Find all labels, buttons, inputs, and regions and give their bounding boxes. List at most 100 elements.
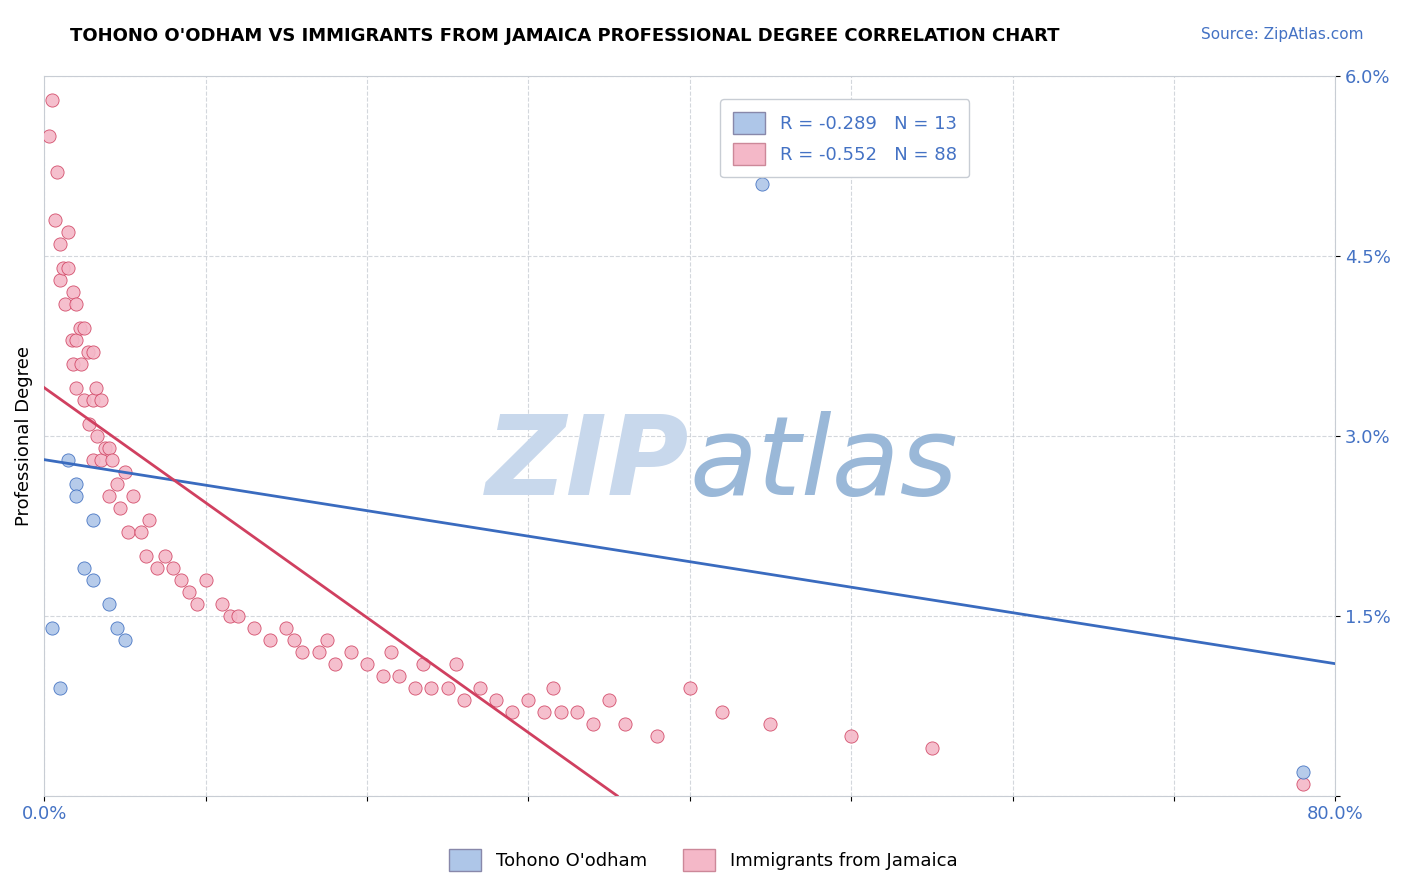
Point (259, 632, 281, 647)
Point (138, 513, 160, 527)
Point (122, 489, 145, 503)
Point (46, 164, 69, 178)
Point (65, 476, 87, 491)
Point (97, 597, 120, 611)
Point (751, 177, 773, 191)
Point (1292, 764, 1315, 779)
Point (565, 705, 588, 719)
Point (485, 692, 508, 706)
Point (308, 645, 330, 659)
Point (146, 560, 169, 574)
Point (94, 441, 117, 455)
Point (759, 716, 782, 731)
Point (153, 549, 176, 563)
Point (276, 621, 298, 635)
Point (517, 692, 540, 706)
Point (69, 320, 91, 334)
Point (73, 392, 96, 407)
Point (404, 681, 426, 695)
Point (179, 584, 201, 599)
Point (114, 632, 136, 647)
Point (186, 597, 208, 611)
Point (380, 645, 402, 659)
Point (541, 681, 564, 695)
Point (453, 692, 475, 706)
Point (679, 681, 702, 695)
Point (226, 608, 249, 623)
Point (420, 681, 443, 695)
Point (97, 489, 120, 503)
Point (65, 296, 87, 310)
Point (82, 513, 104, 527)
Point (162, 560, 184, 574)
Point (82, 573, 104, 587)
Point (86, 428, 108, 442)
Point (105, 621, 128, 635)
Point (82, 344, 104, 359)
Point (218, 608, 240, 623)
Text: atlas: atlas (690, 411, 959, 518)
Point (44, 212, 66, 227)
Point (598, 692, 620, 706)
Point (412, 657, 434, 671)
Point (1292, 777, 1315, 791)
Point (550, 705, 572, 719)
Point (58, 452, 80, 467)
Point (315, 632, 337, 647)
Point (101, 452, 124, 467)
Point (53, 296, 76, 310)
Point (501, 705, 523, 719)
Point (921, 740, 943, 755)
Point (339, 645, 361, 659)
Point (211, 597, 233, 611)
Y-axis label: Professional Degree: Professional Degree (15, 345, 32, 525)
Point (58, 260, 80, 275)
Point (356, 657, 378, 671)
Point (323, 657, 346, 671)
Point (65, 333, 87, 347)
Point (108, 500, 131, 515)
Point (170, 573, 193, 587)
Legend: R = -0.289   N = 13, R = -0.552   N = 88: R = -0.289 N = 13, R = -0.552 N = 88 (720, 99, 969, 178)
Point (41, 621, 63, 635)
Point (58, 225, 80, 239)
Text: Source: ZipAtlas.com: Source: ZipAtlas.com (1201, 27, 1364, 42)
Point (291, 645, 314, 659)
Point (65, 489, 87, 503)
Point (41, 93, 63, 107)
Point (444, 657, 467, 671)
Point (388, 669, 411, 683)
Point (79, 417, 101, 431)
Point (82, 452, 104, 467)
Point (82, 392, 104, 407)
Point (468, 681, 491, 695)
Point (49, 236, 72, 251)
Point (76, 344, 98, 359)
Point (49, 681, 72, 695)
Point (70, 357, 93, 371)
Point (73, 320, 96, 334)
Point (371, 669, 394, 683)
Point (62, 357, 84, 371)
Point (97, 441, 120, 455)
Legend: Tohono O'odham, Immigrants from Jamaica: Tohono O'odham, Immigrants from Jamaica (441, 842, 965, 879)
Point (647, 729, 669, 743)
Point (114, 465, 136, 479)
Point (90, 452, 112, 467)
Point (533, 705, 555, 719)
Point (194, 573, 217, 587)
Text: ZIP: ZIP (486, 411, 690, 518)
Point (243, 621, 266, 635)
Point (582, 716, 605, 731)
Point (614, 716, 637, 731)
Point (117, 524, 139, 539)
Point (60, 333, 83, 347)
Point (73, 560, 96, 574)
Point (90, 392, 112, 407)
Point (283, 632, 305, 647)
Point (62, 285, 84, 299)
Point (65, 381, 87, 395)
Point (129, 524, 152, 539)
Point (49, 272, 72, 286)
Point (436, 681, 458, 695)
